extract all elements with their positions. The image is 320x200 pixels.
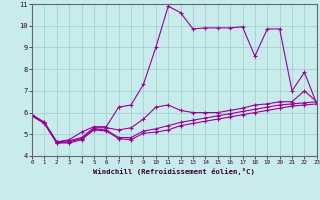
X-axis label: Windchill (Refroidissement éolien,°C): Windchill (Refroidissement éolien,°C) <box>93 168 255 175</box>
